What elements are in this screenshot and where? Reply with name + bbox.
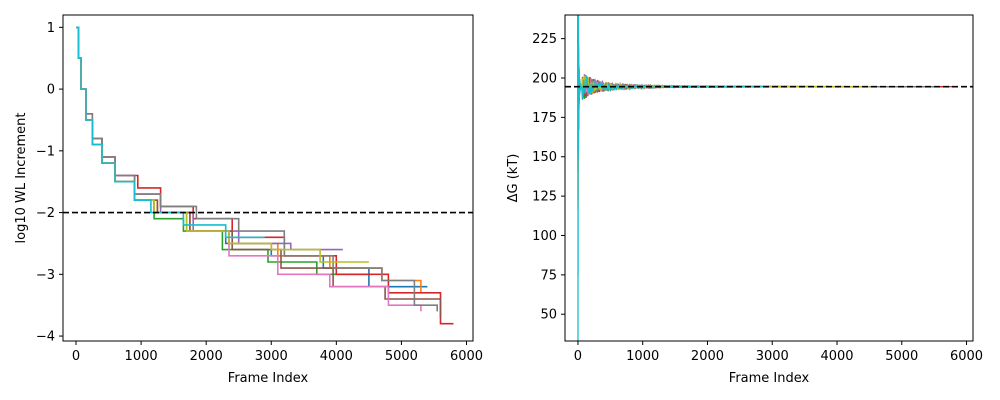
x-tick-label: 5000 (885, 349, 918, 364)
y-tick-label: 1 (47, 21, 55, 36)
x-tick-label: 6000 (950, 349, 983, 364)
y-tick-label: 0 (47, 83, 55, 98)
x-tick-label: 3000 (255, 349, 288, 364)
x-tick-label: 1000 (125, 349, 158, 364)
x-axis-label: Frame Index (228, 371, 309, 386)
y-axis-label: ΔG (kT) (506, 154, 521, 203)
y-tick-label: 125 (532, 190, 557, 205)
y-tick-label: −4 (36, 330, 55, 345)
x-axis-label: Frame Index (729, 371, 810, 386)
y-tick-label: 200 (532, 71, 557, 86)
y-tick-label: 225 (532, 32, 557, 47)
y-tick-label: 150 (532, 150, 557, 165)
y-tick-label: 75 (540, 268, 557, 283)
left-panel-wl-increment: 0 1000 2000 3000 4000 5000 6000 1 0 −1 −2 −3 −4 Frame… (14, 14, 483, 386)
x-tick-label: 3000 (756, 349, 789, 364)
plot-area (63, 26, 473, 325)
x-tick-label: 6000 (450, 349, 483, 364)
y-tick-label: 100 (532, 229, 557, 244)
y-tick-label: −2 (36, 206, 55, 221)
x-tick-label: 4000 (820, 349, 853, 364)
y-tick-label: 50 (540, 308, 557, 323)
x-tick-label: 0 (72, 349, 80, 364)
series-line-9 (76, 26, 265, 239)
axes-frame (62, 14, 474, 342)
right-panel-delta-g: 0 1000 2000 3000 4000 5000 6000 225 200 175 150 125… (506, 14, 983, 386)
x-tick-label: 1000 (626, 349, 659, 364)
axes: 0 1000 2000 3000 4000 5000 6000 225 200 175 150 125… (506, 14, 983, 386)
y-tick-label: −3 (36, 268, 55, 283)
y-tick-label: −1 (36, 144, 55, 159)
y-tick-label: 175 (532, 111, 557, 126)
y-axis-label: log10 WL Increment (14, 113, 29, 244)
axes-frame (564, 14, 974, 342)
x-tick-label: 4000 (320, 349, 353, 364)
x-tick-label: 2000 (691, 349, 724, 364)
x-tick-label: 0 (574, 349, 582, 364)
axes: 0 1000 2000 3000 4000 5000 6000 1 0 −1 −2 −3 −4 Frame… (14, 14, 483, 386)
plot-area (565, 15, 973, 341)
x-tick-label: 2000 (190, 349, 223, 364)
x-tick-label: 5000 (385, 349, 418, 364)
